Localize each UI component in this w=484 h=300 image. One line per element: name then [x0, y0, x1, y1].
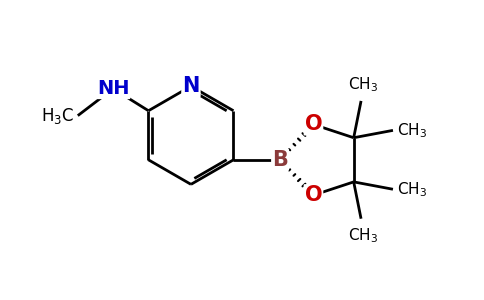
Text: N: N [182, 76, 200, 96]
Text: B: B [272, 150, 288, 170]
Text: CH$_3$: CH$_3$ [348, 226, 378, 245]
Text: CH$_3$: CH$_3$ [397, 121, 427, 140]
Text: NH: NH [97, 79, 129, 98]
Text: H$_3$C: H$_3$C [41, 106, 74, 126]
Text: O: O [304, 185, 322, 205]
Text: CH$_3$: CH$_3$ [348, 75, 378, 94]
Text: CH$_3$: CH$_3$ [397, 180, 427, 199]
Text: O: O [304, 115, 322, 134]
